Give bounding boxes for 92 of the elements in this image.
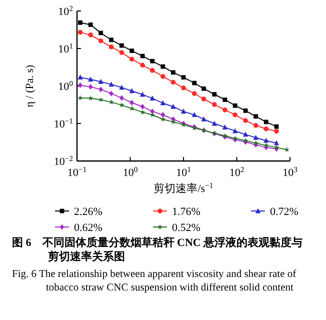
point [150,68,155,73]
point [140,62,145,68]
caption: Fig. 6 The relationship between apparent viscosity and shear rate of tobacco straw CNC suspension with different solid content [12,269,299,294]
point [254,114,258,119]
point [160,100,166,106]
point [243,108,248,113]
point [88,32,93,38]
point [98,96,104,102]
point [222,124,228,130]
legend-label: 0.62% [74,222,102,234]
point [253,140,258,146]
point [202,86,206,91]
point [88,22,93,27]
point [150,108,155,114]
point [160,112,166,118]
point [140,92,146,97]
point [160,74,166,79]
point [119,43,124,48]
legend-label: 0.52% [172,222,200,234]
point [222,98,228,102]
point [98,78,104,84]
point [160,64,166,69]
point [232,128,238,134]
point [192,112,197,118]
x-tick-label: 10$^{0}$ [122,164,138,179]
point [160,116,166,122]
point [98,86,104,92]
point [78,30,83,35]
x-tick-label: 10$^{1}$ [176,164,192,179]
point [150,58,155,64]
point [201,96,206,102]
point [140,104,145,110]
point [212,102,217,107]
point [212,92,217,97]
y-tick-label: 10$^{−1}$ [54,116,74,130]
point [98,30,104,36]
point [264,120,268,124]
point [201,116,206,122]
point [88,76,94,82]
caption: 图 6 不同固体质量分数烟草秸秆 CNC 悬浮液的表观黏度与剪切速率关系图 [12,236,303,263]
legend-label: 1.76% [172,206,200,218]
point [109,90,114,96]
point [264,138,269,143]
point [78,20,82,25]
point [98,38,104,44]
point [232,112,238,118]
point [108,99,114,104]
point [243,118,248,123]
point [108,82,114,87]
legend-label: 0.72% [270,206,298,218]
point [274,128,279,134]
y-tick-label: 10$^{2}$ [58,4,74,18]
point [129,88,134,94]
point [108,44,114,50]
x-axis-title: 剪切速率/s$^{−1}$ [154,180,214,195]
y-axis-title: η / (Pa. s) [24,64,36,108]
point [88,84,93,90]
point [170,70,176,75]
point [232,103,238,108]
point [181,75,186,80]
point [109,38,114,42]
point [170,104,176,109]
point [284,146,290,152]
y-tick-label: 10$^{0}$ [58,78,74,93]
point [253,123,258,128]
point [274,140,280,146]
point [78,95,83,100]
point [150,95,155,100]
point [170,119,176,124]
y-tick-label: 10$^{1}$ [58,41,74,56]
point [78,74,83,80]
point [192,91,197,96]
point [140,109,146,114]
x-tick-label: 10$^{2}$ [229,164,244,179]
point [130,100,134,106]
point [181,86,186,90]
point [253,134,258,140]
point [180,108,186,114]
point [119,102,124,108]
point [119,50,124,55]
point [129,56,134,62]
point [129,106,134,111]
point [170,80,176,85]
legend-label: 2.26% [74,206,102,218]
point [192,80,197,86]
point [119,95,124,101]
x-tick-label: 10$^{3}$ [282,164,298,179]
point [130,48,134,53]
point [264,126,269,132]
point [222,108,228,112]
point [88,95,94,101]
point [242,132,248,137]
